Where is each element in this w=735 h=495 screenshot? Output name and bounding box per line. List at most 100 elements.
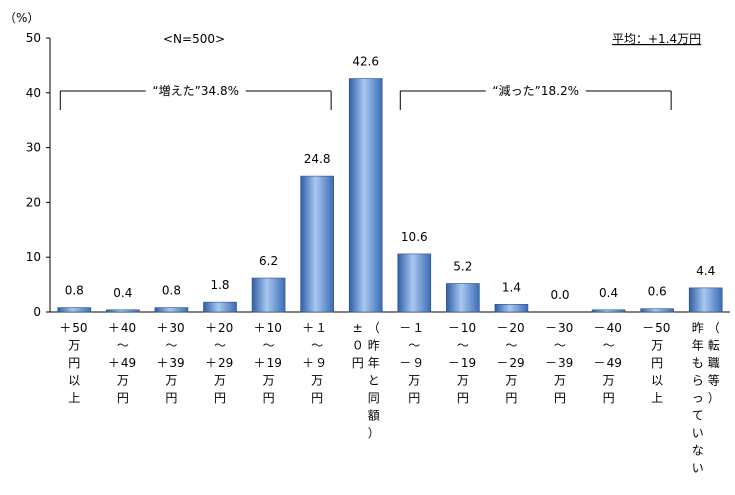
category-label-part: １ xyxy=(315,321,327,335)
category-label-part: 50 xyxy=(655,321,670,335)
category-label-part: 20 xyxy=(218,321,233,335)
y-tick-label: 40 xyxy=(26,86,41,100)
category-label-part: 50 xyxy=(72,321,87,335)
category-label-part: 上 xyxy=(68,391,80,405)
category-label-part: ～ xyxy=(311,339,323,353)
category-label-part: 円 xyxy=(311,391,323,405)
category-label-part: っ xyxy=(692,391,704,405)
category-label-part: 額 xyxy=(368,409,380,423)
y-unit-label: （%） xyxy=(4,11,39,25)
category-label-part: ） xyxy=(708,391,720,405)
bar xyxy=(300,175,334,313)
bars xyxy=(57,78,723,313)
category-label-part: 昨 xyxy=(692,321,704,335)
category-label-part: 10 xyxy=(461,321,476,335)
category-label-part: 年 xyxy=(368,356,380,370)
category-label-part: て xyxy=(692,409,704,423)
bar xyxy=(251,277,286,313)
bar xyxy=(154,307,189,313)
category-label-part: － xyxy=(594,321,606,335)
category-label-part: 万 xyxy=(457,374,469,388)
category-label-part: な xyxy=(692,444,704,458)
bar xyxy=(106,309,140,313)
bar xyxy=(640,308,674,313)
category-label-part: ＋ xyxy=(59,321,71,335)
category-label-part: 20 xyxy=(509,321,524,335)
category-label-part: （ xyxy=(708,321,720,335)
sample-size-note: <N=500> xyxy=(163,32,225,46)
category-label-part: － xyxy=(496,321,508,335)
category-label-part: ～ xyxy=(117,339,129,353)
category-label-part: 職 xyxy=(708,356,720,370)
value-label: 1.8 xyxy=(210,278,229,292)
category-label-part: 40 xyxy=(607,321,622,335)
category-label-part: ＋ xyxy=(254,356,266,370)
y-tick-label: 20 xyxy=(26,195,41,209)
value-label: 0.4 xyxy=(113,286,132,300)
group-brackets: “増えた”34.8% “減った”18.2% xyxy=(59,83,672,110)
y-tick-label: 10 xyxy=(26,250,41,264)
value-label: 0.6 xyxy=(648,285,667,299)
category-label-part: 円 xyxy=(165,391,177,405)
average-note: 平均：+1.4万円 xyxy=(612,32,701,46)
category-label-part: 万 xyxy=(505,374,517,388)
y-ticks: 0 10 20 30 40 50 xyxy=(26,31,50,319)
category-label-part: ＋ xyxy=(108,356,120,370)
category-label-part: 万 xyxy=(68,339,80,353)
y-tick-label: 0 xyxy=(33,305,41,319)
category-label-part: 等 xyxy=(708,374,720,388)
category-label-part: 円 xyxy=(117,391,129,405)
category-label-part: 万 xyxy=(603,374,615,388)
category-label-part: （ xyxy=(368,321,380,335)
category-label-part: ら xyxy=(692,374,704,388)
category-label-part: 同 xyxy=(368,391,380,405)
category-label-part: 転 xyxy=(708,339,720,353)
category-label-part: 40 xyxy=(121,321,136,335)
category-label-part: 万 xyxy=(408,374,420,388)
category-label-part: ＋ xyxy=(302,356,314,370)
value-label: 6.2 xyxy=(259,254,278,268)
category-label-part: ＋ xyxy=(156,321,168,335)
category-label-part: 万 xyxy=(651,339,663,353)
category-label-part: ～ xyxy=(603,339,615,353)
category-label-part: － xyxy=(496,356,508,370)
category-label-part: も xyxy=(692,356,704,370)
category-label-part: 円 xyxy=(554,391,566,405)
category-label-part: ９ xyxy=(412,356,424,370)
category-label-part: 30 xyxy=(169,321,184,335)
category-label-part: 円 xyxy=(603,391,615,405)
value-label: 0.4 xyxy=(599,286,618,300)
category-label-part: － xyxy=(399,356,411,370)
bar xyxy=(688,287,723,313)
category-label-part: 19 xyxy=(461,356,476,370)
category-label-part: 29 xyxy=(509,356,524,370)
category-label-part: ＋ xyxy=(205,321,217,335)
value-label: 1.4 xyxy=(502,280,521,294)
category-label-part: 上 xyxy=(651,391,663,405)
category-label-part: い xyxy=(692,461,704,475)
category-label-part: ＋ xyxy=(205,356,217,370)
category-label-part: 万 xyxy=(165,374,177,388)
category-label-part: 万 xyxy=(311,374,323,388)
category-label-part: 30 xyxy=(558,321,573,335)
category-label-part: 円 xyxy=(263,391,275,405)
category-label-part: 以 xyxy=(68,374,80,388)
category-label-part: ～ xyxy=(505,339,517,353)
category-label-part: 万 xyxy=(263,374,275,388)
bar xyxy=(397,253,432,313)
bar xyxy=(446,283,480,313)
category-label-part: ± xyxy=(353,321,363,335)
y-tick-label: 50 xyxy=(26,31,41,45)
category-label-part: ～ xyxy=(214,339,226,353)
value-label: 10.6 xyxy=(401,230,428,244)
category-label-part: ＋ xyxy=(254,321,266,335)
category-label-part: ＋ xyxy=(108,321,120,335)
value-label: 4.4 xyxy=(696,264,715,278)
category-label-part: － xyxy=(448,356,460,370)
category-label-part: 円 xyxy=(352,356,364,370)
group-label: “減った”18.2% xyxy=(492,83,579,98)
category-label-part: － xyxy=(448,321,460,335)
category-label-part: － xyxy=(594,356,606,370)
category-label-part: 円 xyxy=(68,356,80,370)
category-label-part: 円 xyxy=(505,391,517,405)
